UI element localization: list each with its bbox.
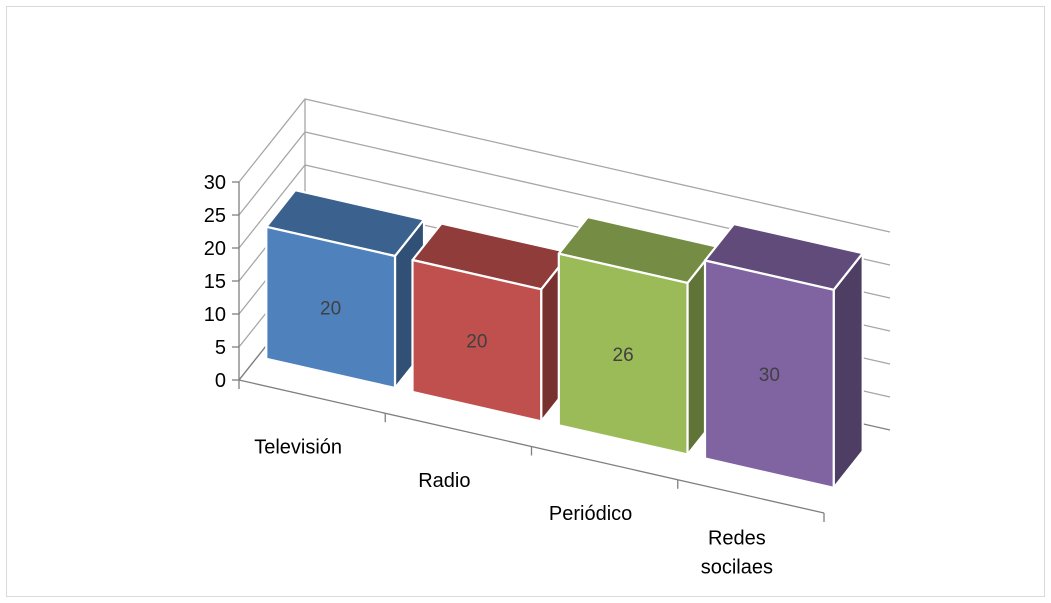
- data-label: 20: [320, 298, 341, 319]
- y-tick-label: 0: [215, 370, 226, 392]
- x-category-label: Televisión: [254, 437, 342, 459]
- y-tick-label: 30: [204, 172, 226, 194]
- x-category-label: Periódico: [549, 503, 632, 525]
- bar-3: 26: [559, 217, 717, 454]
- chart-frame: 0 5 10 15 20 25 30 20 20 26 30 Televisión Radio Per…: [6, 6, 1045, 597]
- y-tick-label: 15: [204, 271, 226, 293]
- x-category-labels: Televisión Radio Periódico Redes socilaes: [254, 437, 773, 579]
- y-tick-label: 20: [204, 238, 226, 260]
- y-tick-label: 5: [215, 337, 226, 359]
- x-category-label: Redes socilaes: [701, 527, 773, 578]
- bars: 20 20 26 30: [266, 190, 862, 488]
- x-category-label: Radio: [418, 470, 470, 492]
- x-category-label-line: socilaes: [701, 556, 773, 578]
- x-category-label-line: Redes: [708, 527, 766, 549]
- y-tick-label: 25: [204, 205, 226, 227]
- chart-svg: 0 5 10 15 20 25 30 20 20 26 30 Televisión Radio Per…: [7, 7, 1046, 598]
- data-label: 30: [759, 365, 780, 386]
- bar-2: 20: [413, 224, 571, 422]
- y-tick-label: 10: [204, 304, 226, 326]
- bar-4: 30: [705, 224, 863, 488]
- data-label: 26: [613, 345, 634, 366]
- data-label: 20: [466, 332, 487, 353]
- y-tick-labels: 0 5 10 15 20 25 30: [204, 172, 226, 392]
- bar-side-face: [834, 253, 863, 488]
- bar-1: 20: [266, 190, 424, 388]
